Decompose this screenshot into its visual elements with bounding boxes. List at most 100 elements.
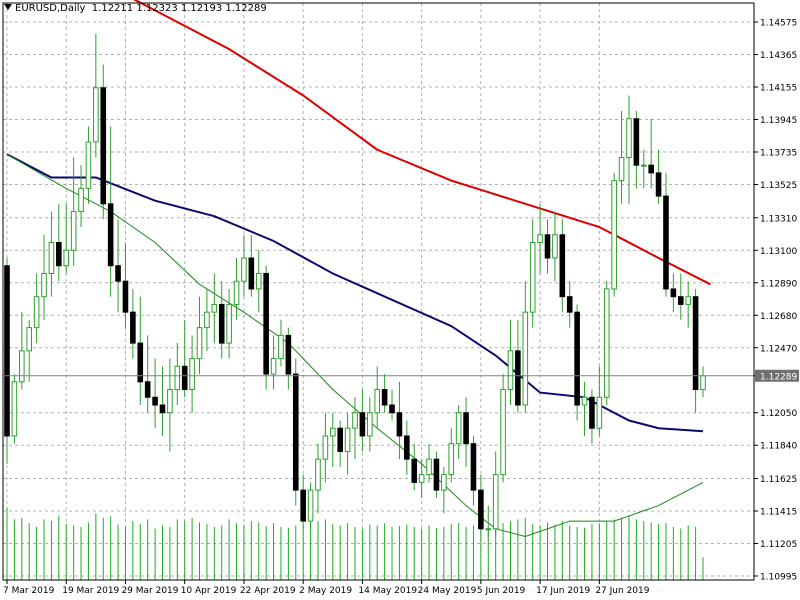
candle-body	[411, 458, 418, 483]
candle-body	[603, 288, 610, 398]
candle-body	[196, 327, 203, 360]
candle-body	[485, 528, 492, 531]
candle-body	[589, 396, 595, 429]
y-tick-label: 1.14155	[760, 84, 797, 94]
candle-body	[144, 381, 151, 398]
candle-body	[337, 427, 343, 452]
candle-body	[566, 296, 573, 313]
candle-body	[441, 474, 447, 491]
candle-body	[93, 87, 99, 143]
candle-body	[130, 311, 136, 344]
candle-body	[11, 381, 18, 437]
candle-body	[48, 242, 55, 274]
candle-body	[270, 358, 277, 375]
candle-body	[167, 389, 173, 414]
x-tick-label: 24 May 2019	[418, 586, 477, 596]
candle-body	[507, 350, 514, 391]
candle-body	[218, 303, 225, 344]
dropdown-triangle-icon[interactable]	[4, 4, 12, 10]
chart-header[interactable]: EURUSD,Daily 1.12211 1.12323 1.12193 1.1…	[4, 3, 267, 14]
candle-body	[181, 365, 188, 391]
candle-body	[529, 242, 536, 313]
candle-body	[100, 87, 107, 205]
candle-body	[611, 180, 617, 290]
candle-body	[278, 334, 284, 360]
ohlc-values: 1.12211 1.12323 1.12193 1.12289	[91, 3, 267, 14]
candle-body	[633, 118, 640, 166]
candle-body	[470, 443, 477, 491]
candle-body	[211, 303, 218, 313]
moving-average-line	[6, 153, 704, 433]
candle-body	[463, 412, 469, 445]
candle-body	[204, 311, 210, 329]
x-axis: 7 Mar 2019 19 Mar 2019 29 Mar 2019 10 Apr 2…	[3, 580, 650, 596]
y-tick-label: 1.11205	[760, 540, 797, 550]
candle-body	[552, 234, 558, 259]
y-tick-label: 1.13100	[760, 247, 797, 257]
candle-body	[685, 296, 691, 305]
x-tick-label: 5 Jun 2019	[477, 586, 526, 596]
y-tick-label: 1.12680	[760, 312, 797, 322]
y-tick-label: 1.14575	[760, 19, 797, 29]
candle-body	[596, 396, 603, 429]
x-tick-label: 27 Jun 2019	[595, 586, 649, 596]
y-tick-label: 1.13310	[760, 214, 797, 224]
volume-bars	[6, 508, 704, 580]
candle-body	[285, 334, 292, 375]
y-tick-label: 1.10995	[760, 573, 797, 583]
candle-body	[292, 373, 299, 491]
candle-body	[300, 489, 306, 522]
candle-body	[233, 280, 240, 305]
y-tick-label: 1.13945	[760, 116, 797, 126]
candle-body	[315, 458, 321, 491]
candle-body	[655, 172, 662, 197]
y-tick-label: 1.11625	[760, 475, 797, 485]
x-tick-label: 7 Mar 2019	[3, 586, 55, 596]
candle-body	[122, 280, 129, 313]
candle-body	[396, 412, 403, 437]
y-tick-label: 1.12470	[760, 344, 797, 354]
chart-frame	[2, 2, 755, 581]
candle-body	[248, 257, 255, 290]
candle-body	[626, 118, 632, 158]
candle-body	[241, 257, 247, 282]
candle-body	[137, 342, 144, 383]
candle-body	[26, 327, 33, 352]
y-tick-label: 1.13525	[760, 181, 797, 191]
candle-body	[418, 474, 425, 483]
candle-body	[174, 365, 181, 391]
candle-body	[433, 458, 440, 491]
candle-body	[478, 489, 484, 530]
moving-average-line	[133, 0, 711, 286]
candle-body	[159, 404, 166, 414]
candle-body	[33, 296, 40, 329]
candle-body	[515, 350, 521, 406]
candle-body	[574, 311, 580, 406]
candle-body	[263, 272, 269, 375]
candle-body	[374, 389, 381, 414]
current-price-label: 1.12289	[760, 372, 797, 382]
candle-body	[618, 156, 625, 182]
plot-border	[2, 2, 755, 581]
candle-body	[559, 234, 566, 298]
candle-body	[19, 350, 25, 383]
candle-body	[648, 164, 654, 174]
x-tick-label: 14 May 2019	[358, 586, 417, 596]
candle-body	[359, 412, 366, 437]
y-axis: 1.14575 1.14365 1.14155 1.13945 1.13735 1.135…	[754, 19, 799, 583]
candle-body	[389, 404, 395, 414]
candle-body	[692, 296, 699, 391]
candle-body	[41, 272, 47, 298]
candle-body	[367, 412, 373, 437]
candle-body	[404, 435, 410, 460]
x-tick-label: 17 Jun 2019	[536, 586, 590, 596]
x-tick-label: 2 May 2019	[299, 586, 352, 596]
candle-body	[255, 272, 262, 290]
candle-body	[700, 375, 706, 391]
candle-body	[63, 249, 70, 267]
candles	[4, 33, 706, 537]
y-tick-label: 1.11840	[760, 442, 797, 452]
candle-body	[107, 203, 114, 267]
x-tick-label: 29 Mar 2019	[121, 586, 178, 596]
